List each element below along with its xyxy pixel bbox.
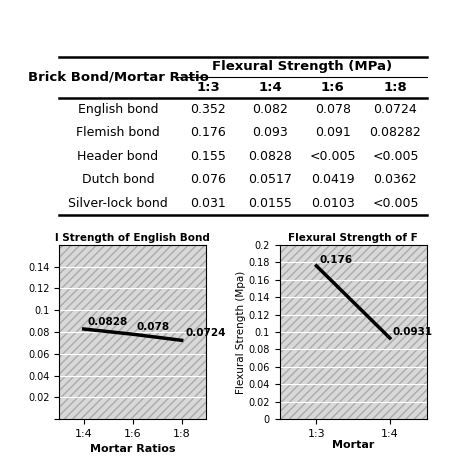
Text: 1:8: 1:8 (383, 81, 407, 94)
Text: 0.0724: 0.0724 (186, 328, 226, 338)
Text: <0.005: <0.005 (372, 197, 419, 210)
Text: Header bond: Header bond (77, 150, 159, 163)
Text: 1:6: 1:6 (321, 81, 345, 94)
Text: 0.0517: 0.0517 (248, 173, 292, 187)
Text: 0.08282: 0.08282 (370, 126, 421, 139)
Text: 0.0155: 0.0155 (248, 197, 292, 210)
Text: 1:3: 1:3 (196, 81, 220, 94)
Text: 0.076: 0.076 (190, 173, 226, 187)
Text: 1:4: 1:4 (259, 81, 283, 94)
Text: 0.0362: 0.0362 (374, 173, 417, 187)
Text: 0.0103: 0.0103 (311, 197, 355, 210)
Text: 0.0724: 0.0724 (374, 103, 417, 116)
Text: 0.031: 0.031 (190, 197, 226, 210)
Text: Brick Bond/Mortar Ratio: Brick Bond/Mortar Ratio (27, 71, 209, 84)
Text: 0.078: 0.078 (315, 103, 351, 116)
Text: English bond: English bond (78, 103, 158, 116)
Text: 0.093: 0.093 (253, 126, 288, 139)
Text: Flexural Strength (MPa): Flexural Strength (MPa) (211, 60, 392, 73)
Text: <0.005: <0.005 (310, 150, 356, 163)
Y-axis label: Flexural Strength (Mpa): Flexural Strength (Mpa) (236, 270, 246, 394)
Text: 0.176: 0.176 (319, 255, 353, 265)
Text: Mortar: Mortar (332, 440, 374, 450)
Text: <0.005: <0.005 (372, 150, 419, 163)
Text: 0.176: 0.176 (190, 126, 226, 139)
Text: Silver-lock bond: Silver-lock bond (68, 197, 168, 210)
Text: 0.352: 0.352 (190, 103, 226, 116)
Text: Flemish bond: Flemish bond (76, 126, 160, 139)
Text: 0.155: 0.155 (190, 150, 226, 163)
Text: 0.0931: 0.0931 (393, 327, 433, 337)
Text: 0.082: 0.082 (253, 103, 288, 116)
X-axis label: Mortar Ratios: Mortar Ratios (90, 445, 175, 455)
Text: 0.0419: 0.0419 (311, 173, 355, 187)
Text: Dutch bond: Dutch bond (82, 173, 155, 187)
Text: 0.0828: 0.0828 (248, 150, 292, 163)
Title: Flexural Strength of F: Flexural Strength of F (288, 233, 418, 243)
Text: 0.091: 0.091 (315, 126, 351, 139)
Text: 0.078: 0.078 (137, 322, 170, 332)
Text: 0.0828: 0.0828 (88, 317, 128, 327)
Title: l Strength of English Bond: l Strength of English Bond (55, 233, 210, 243)
